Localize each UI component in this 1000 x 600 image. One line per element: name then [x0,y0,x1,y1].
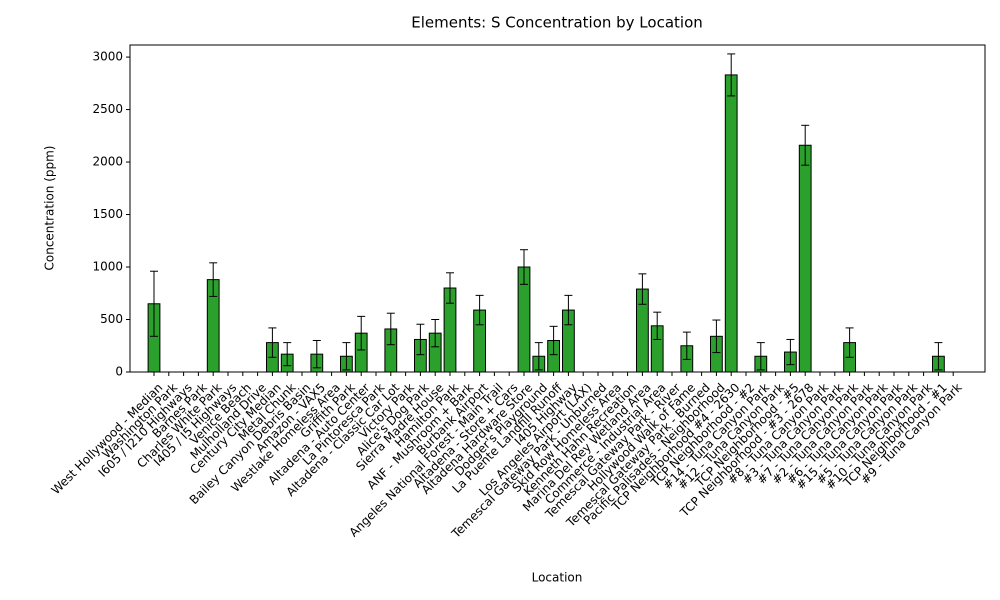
y-tick-label: 2000 [92,155,123,169]
y-tick-label: 1000 [92,260,123,274]
bar [724,74,738,373]
y-tick-label: 3000 [92,50,123,64]
plot-frame [129,44,986,373]
y-tick-label: 1500 [92,207,123,221]
y-tick-label: 500 [100,312,123,326]
y-axis-label: Concentration (ppm) [43,146,57,271]
chart-title: Elements: S Concentration by Location [411,14,703,32]
x-axis-label: Location [532,571,583,585]
y-tick-label: 2500 [92,102,123,116]
bar [798,144,812,373]
y-tick-label: 0 [115,365,123,379]
